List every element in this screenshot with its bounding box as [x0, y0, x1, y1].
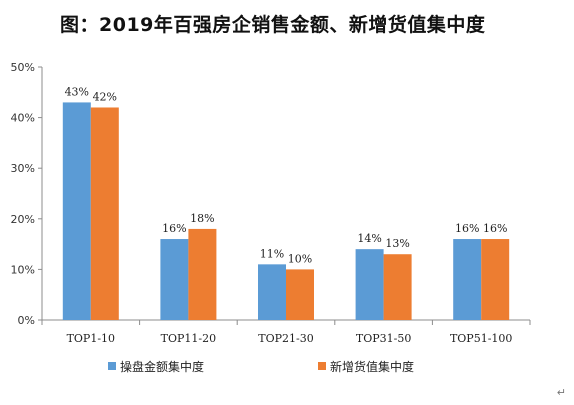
bar: [160, 239, 189, 320]
legend-swatch: [108, 362, 116, 370]
bar: [188, 228, 217, 320]
chart-title: 图：2019年百强房企销售金额、新增货值集中度: [60, 14, 486, 36]
data-label: 16%: [483, 222, 507, 235]
bar: [481, 239, 510, 320]
bar: [258, 264, 286, 320]
legend-label: 操盘金额集中度: [120, 359, 204, 374]
y-tick-label: 0%: [18, 314, 35, 327]
bar: [453, 239, 482, 320]
x-tick-label: TOP51-100: [450, 332, 512, 345]
data-label: 16%: [455, 222, 479, 235]
legend-label: 新增货值集中度: [330, 359, 414, 374]
y-tick-label: 40%: [11, 112, 35, 125]
data-label: 18%: [190, 212, 214, 225]
y-tick-label: 20%: [11, 213, 35, 226]
x-tick-label: TOP11-20: [161, 332, 216, 345]
x-tick-label: TOP31-50: [356, 332, 411, 345]
bar: [62, 102, 91, 320]
bar: [286, 269, 314, 320]
data-label: 13%: [385, 237, 409, 250]
x-tick-label: TOP21-30: [258, 332, 313, 345]
y-tick-label: 50%: [11, 61, 35, 74]
data-label: 11%: [260, 247, 284, 260]
y-tick-label: 30%: [11, 162, 35, 175]
bar: [383, 254, 412, 320]
data-label: 43%: [65, 85, 89, 98]
data-label: 14%: [357, 232, 381, 245]
legend-swatch: [318, 362, 326, 370]
data-label: 10%: [288, 252, 312, 265]
return-icon: ↵: [556, 386, 566, 399]
bar: [355, 249, 384, 320]
data-label: 16%: [162, 222, 186, 235]
bar: [90, 107, 119, 320]
data-label: 42%: [93, 90, 117, 103]
x-tick-label: TOP1-10: [67, 332, 115, 345]
y-tick-label: 10%: [11, 263, 35, 276]
